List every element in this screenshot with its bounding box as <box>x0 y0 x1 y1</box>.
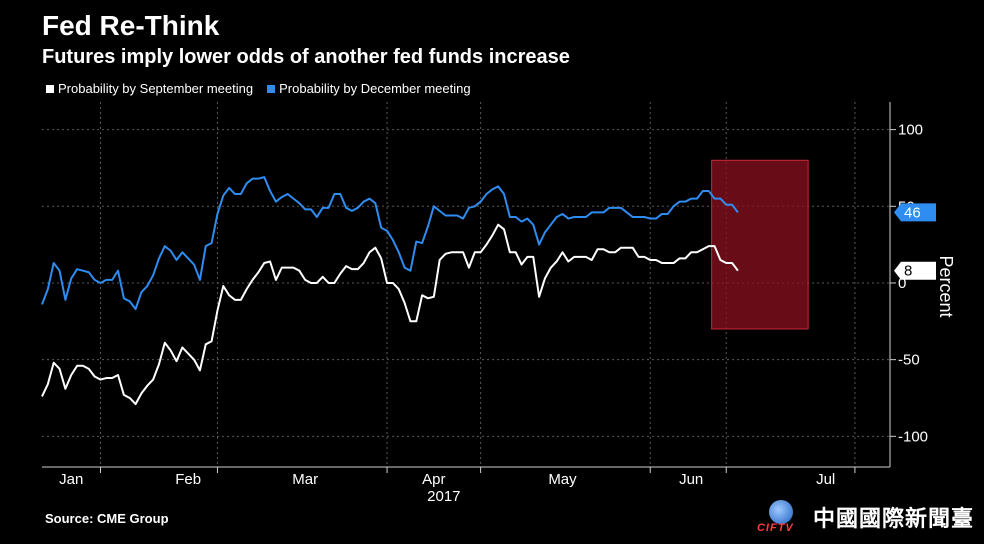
source-note: Source: CME Group <box>45 511 169 526</box>
x-tick-label: Mar <box>292 471 318 488</box>
logo-mark: CIFTV <box>757 500 807 534</box>
end-label-december-badge <box>894 203 936 222</box>
x-tick-label: Jun <box>679 471 703 488</box>
x-tick-label: Feb <box>175 471 201 488</box>
y-tick-label: 100 <box>898 122 923 139</box>
legend: Probability by September meeting Probabi… <box>46 81 471 96</box>
legend-label-december: Probability by December meeting <box>279 81 471 96</box>
end-label-december: 46 <box>904 204 921 221</box>
y-axis-title: Percent <box>936 255 956 317</box>
logo-abbr: CIFTV <box>756 522 794 534</box>
series-line-september <box>41 223 739 406</box>
y-tick-label: -100 <box>898 428 928 445</box>
x-tick-label: Jul <box>816 471 835 488</box>
highlight-box <box>711 159 809 330</box>
y-tick-label: 0 <box>898 275 906 292</box>
x-tick-label: Apr <box>422 471 445 488</box>
series-layer <box>41 176 739 406</box>
y-tick-label: -50 <box>898 352 920 369</box>
end-label-september-badge <box>894 261 936 280</box>
series-line-december <box>41 176 739 311</box>
x-year-label: 2017 <box>427 488 460 505</box>
x-tick-label: Jan <box>59 471 83 488</box>
x-tick-label: May <box>548 471 577 488</box>
cctv-logo: CIFTV 中國國際新聞臺 <box>757 500 974 534</box>
legend-label-september: Probability by September meeting <box>58 81 254 96</box>
highlight-layer <box>711 159 809 330</box>
legend-item-december: Probability by December meeting <box>267 81 471 96</box>
chart-title: Fed Re-Think <box>42 10 220 41</box>
axis-layer <box>42 102 896 473</box>
chart-subtitle: Futures imply lower odds of another fed … <box>42 46 570 68</box>
end-label-september: 8 <box>904 263 912 280</box>
label-layer: 100500-50-100JanFebMarAprMayJunJul2017Pe… <box>59 122 956 505</box>
globe-icon <box>768 500 793 524</box>
legend-swatch-september <box>46 84 54 93</box>
legend-swatch-december <box>267 84 276 93</box>
logo-text: 中國國際新聞臺 <box>812 507 974 532</box>
legend-item-september: Probability by September meeting <box>46 81 253 96</box>
